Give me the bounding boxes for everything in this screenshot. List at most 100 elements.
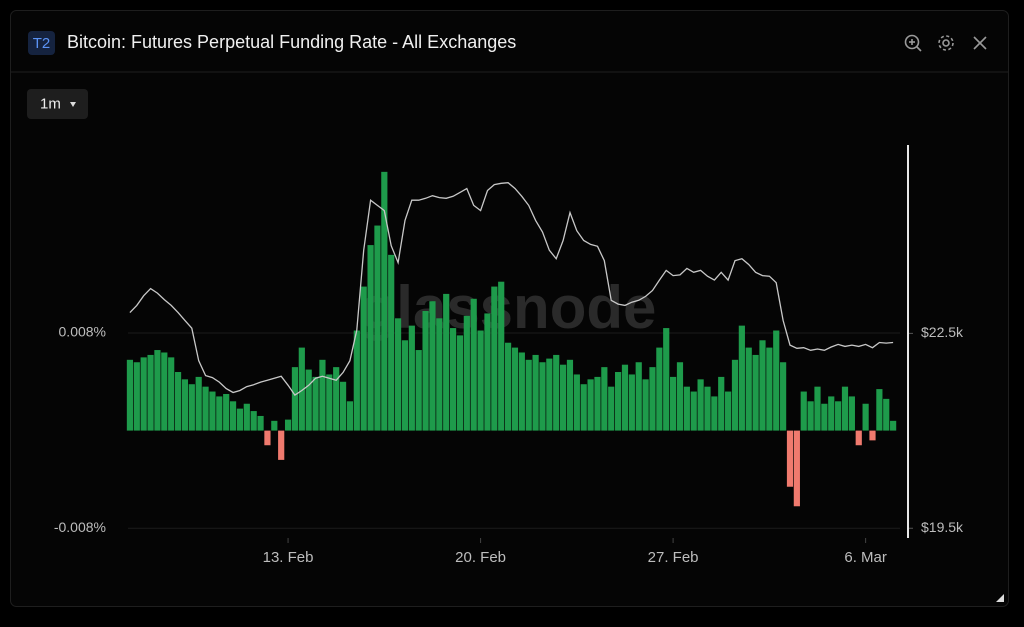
- card: [10, 10, 1009, 607]
- bar: [731, 359, 739, 431]
- bar: [807, 401, 814, 431]
- bar: [271, 420, 278, 431]
- bar: [608, 386, 615, 431]
- chart-title: Bitcoin: Futures Perpetual Funding Rate …: [67, 32, 516, 52]
- bar: [298, 347, 305, 431]
- bar: [346, 401, 354, 431]
- bar: [780, 362, 787, 431]
- bar: [670, 376, 677, 431]
- zoom-icon[interactable]: [904, 34, 922, 52]
- bar: [250, 411, 257, 431]
- bar: [594, 376, 601, 431]
- bar: [401, 340, 409, 431]
- bar: [174, 372, 182, 431]
- bar: [422, 310, 429, 431]
- bar: [319, 359, 326, 431]
- bar: [649, 367, 656, 431]
- bar: [759, 340, 766, 431]
- bar: [257, 415, 264, 431]
- y2-tick-label: $19.5k: [921, 519, 964, 535]
- x-tick-label: 6. Mar: [844, 549, 887, 566]
- bar: [443, 293, 450, 431]
- bar: [676, 362, 684, 431]
- bar: [656, 347, 663, 431]
- close-icon[interactable]: [973, 36, 987, 50]
- bar: [456, 335, 464, 431]
- bar: [635, 362, 642, 431]
- bar: [216, 396, 223, 431]
- bar: [601, 367, 608, 431]
- bar: [738, 325, 745, 431]
- bar: [518, 352, 525, 431]
- bar: [628, 374, 635, 431]
- bar: [367, 245, 374, 431]
- dropdown-caret: [70, 102, 76, 107]
- bar: [566, 359, 574, 431]
- bar: [580, 384, 587, 431]
- bar: [725, 391, 732, 431]
- bar: [642, 379, 649, 431]
- bar: [800, 391, 807, 431]
- bar: [766, 347, 773, 431]
- bar: [133, 362, 140, 431]
- bar: [559, 364, 567, 431]
- bar: [697, 379, 704, 431]
- bar: [745, 347, 752, 431]
- bar: [326, 374, 333, 431]
- bar: [855, 430, 862, 446]
- bar: [147, 354, 154, 431]
- bar: [690, 391, 697, 431]
- bar: [388, 254, 395, 431]
- bar: [360, 286, 367, 431]
- bar: [463, 315, 470, 431]
- x-tick-label: 27. Feb: [648, 549, 699, 566]
- badge: T2: [33, 35, 51, 52]
- y-tick-label: 0.008%: [59, 324, 106, 340]
- bar: [202, 386, 209, 431]
- bar: [504, 342, 512, 431]
- bar: [539, 362, 546, 431]
- bar: [752, 354, 759, 431]
- bar: [553, 354, 560, 431]
- bar: [663, 328, 670, 431]
- bar: [525, 359, 532, 431]
- bar: [353, 330, 360, 431]
- bar: [449, 328, 457, 431]
- bar: [312, 376, 319, 431]
- bar: [704, 386, 711, 431]
- bar: [546, 358, 553, 431]
- bar: [339, 381, 347, 431]
- bar: [786, 430, 794, 487]
- settings-icon[interactable]: [938, 35, 954, 51]
- bar: [848, 396, 855, 431]
- bar: [876, 389, 883, 431]
- bar: [305, 369, 312, 431]
- resolution-label: 1m: [40, 95, 61, 112]
- bar: [711, 396, 718, 431]
- resolution-button[interactable]: [27, 89, 88, 119]
- bar: [415, 350, 422, 431]
- bar: [491, 286, 498, 431]
- bar: [229, 401, 237, 431]
- bar: [587, 379, 594, 431]
- price-line: [129, 182, 894, 396]
- bar: [532, 354, 539, 431]
- bar: [869, 430, 876, 441]
- bar: [615, 372, 622, 431]
- bar: [264, 430, 271, 446]
- bar: [333, 367, 340, 431]
- bar: [718, 376, 725, 431]
- bar: [394, 318, 402, 431]
- bar: [209, 391, 216, 431]
- y2-tick-label: $22.5k: [921, 324, 964, 340]
- bar: [470, 298, 477, 431]
- bar: [773, 330, 780, 431]
- x-tick-label: 20. Feb: [455, 549, 506, 566]
- bar: [828, 396, 835, 431]
- bar: [683, 386, 690, 431]
- watermark: glassnode: [360, 274, 657, 341]
- bar: [511, 347, 519, 431]
- bar: [408, 325, 415, 431]
- x-tick-label: 13. Feb: [263, 549, 314, 566]
- bar: [284, 419, 292, 431]
